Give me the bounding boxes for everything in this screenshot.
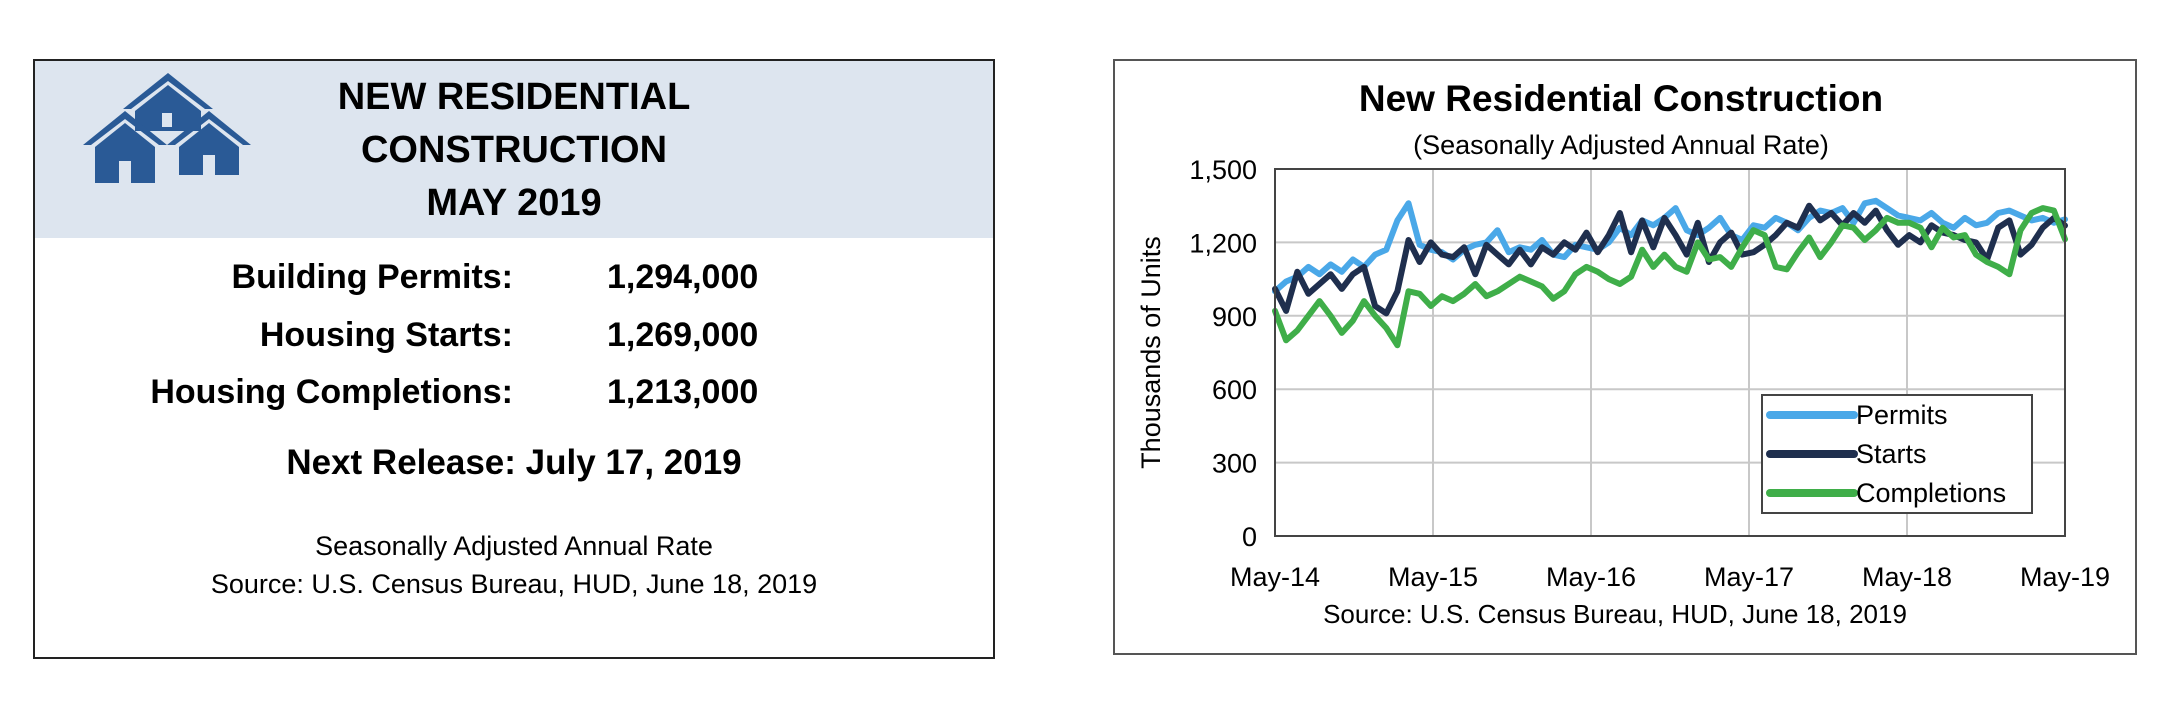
chart-title: New Residential Construction xyxy=(1359,78,1883,119)
stat-label-completions: Housing Completions: xyxy=(150,373,513,411)
summary-title-line-2: CONSTRUCTION xyxy=(360,129,668,171)
axes: 0 300 600 900 1,200 1,500 May-14 May-15 May-16 Ma… xyxy=(1189,155,2110,592)
summary-source: Source: U.S. Census Bureau, HUD, June 18… xyxy=(210,569,818,599)
series-line-permits xyxy=(1272,197,2068,295)
summary-title-line-3: MAY 2019 xyxy=(426,182,602,224)
y-tick-label: 0 xyxy=(1242,522,1257,552)
stat-label-permits: Building Permits: xyxy=(231,258,513,296)
legend: Permits Starts Completions xyxy=(1761,394,2033,514)
chart-source: Source: U.S. Census Bureau, HUD, June 18… xyxy=(1323,599,1907,629)
rate-note: Seasonally Adjusted Annual Rate xyxy=(315,531,713,561)
y-tick-label: 1,500 xyxy=(1189,155,1257,185)
x-tick-label: May-14 xyxy=(1230,562,1320,592)
series-lines xyxy=(1272,197,2068,349)
line-chart: New Residential Construction (Seasonally… xyxy=(1136,78,2110,629)
series-line-starts xyxy=(1272,202,2068,317)
legend-label-starts: Starts xyxy=(1856,439,1927,469)
y-tick-label: 300 xyxy=(1212,449,1257,479)
x-tick-label: May-15 xyxy=(1388,562,1478,592)
stat-label-starts: Housing Starts: xyxy=(259,316,513,354)
x-tick-label: May-19 xyxy=(2020,562,2110,592)
houses-icon xyxy=(83,73,251,183)
summary-banner: NEW RESIDENTIAL CONSTRUCTION MAY 2019 xyxy=(35,61,993,238)
x-tick-label: May-16 xyxy=(1546,562,1636,592)
y-axis-label: Thousands of Units xyxy=(1136,236,1166,469)
x-tick-label: May-17 xyxy=(1704,562,1794,592)
y-tick-label: 900 xyxy=(1212,302,1257,332)
stat-value-permits: 1,294,000 xyxy=(607,258,759,296)
stat-value-completions: 1,213,000 xyxy=(607,373,759,411)
x-tick-label: May-18 xyxy=(1862,562,1952,592)
series-line-completions xyxy=(1272,205,2068,349)
next-release-date: Next Release: July 17, 2019 xyxy=(286,443,742,482)
y-tick-label: 1,200 xyxy=(1189,228,1257,258)
legend-label-permits: Permits xyxy=(1856,400,1948,430)
y-tick-label: 600 xyxy=(1212,375,1257,405)
chart-subtitle: (Seasonally Adjusted Annual Rate) xyxy=(1413,130,1829,160)
chart-panel: New Residential Construction (Seasonally… xyxy=(1113,59,2137,655)
summary-title-line-1: NEW RESIDENTIAL xyxy=(337,76,691,118)
legend-label-completions: Completions xyxy=(1856,478,2006,508)
plot-frame xyxy=(1274,168,2066,537)
stat-value-starts: 1,269,000 xyxy=(607,316,759,354)
summary-panel: NEW RESIDENTIAL CONSTRUCTION MAY 2019 Bu… xyxy=(33,59,995,659)
